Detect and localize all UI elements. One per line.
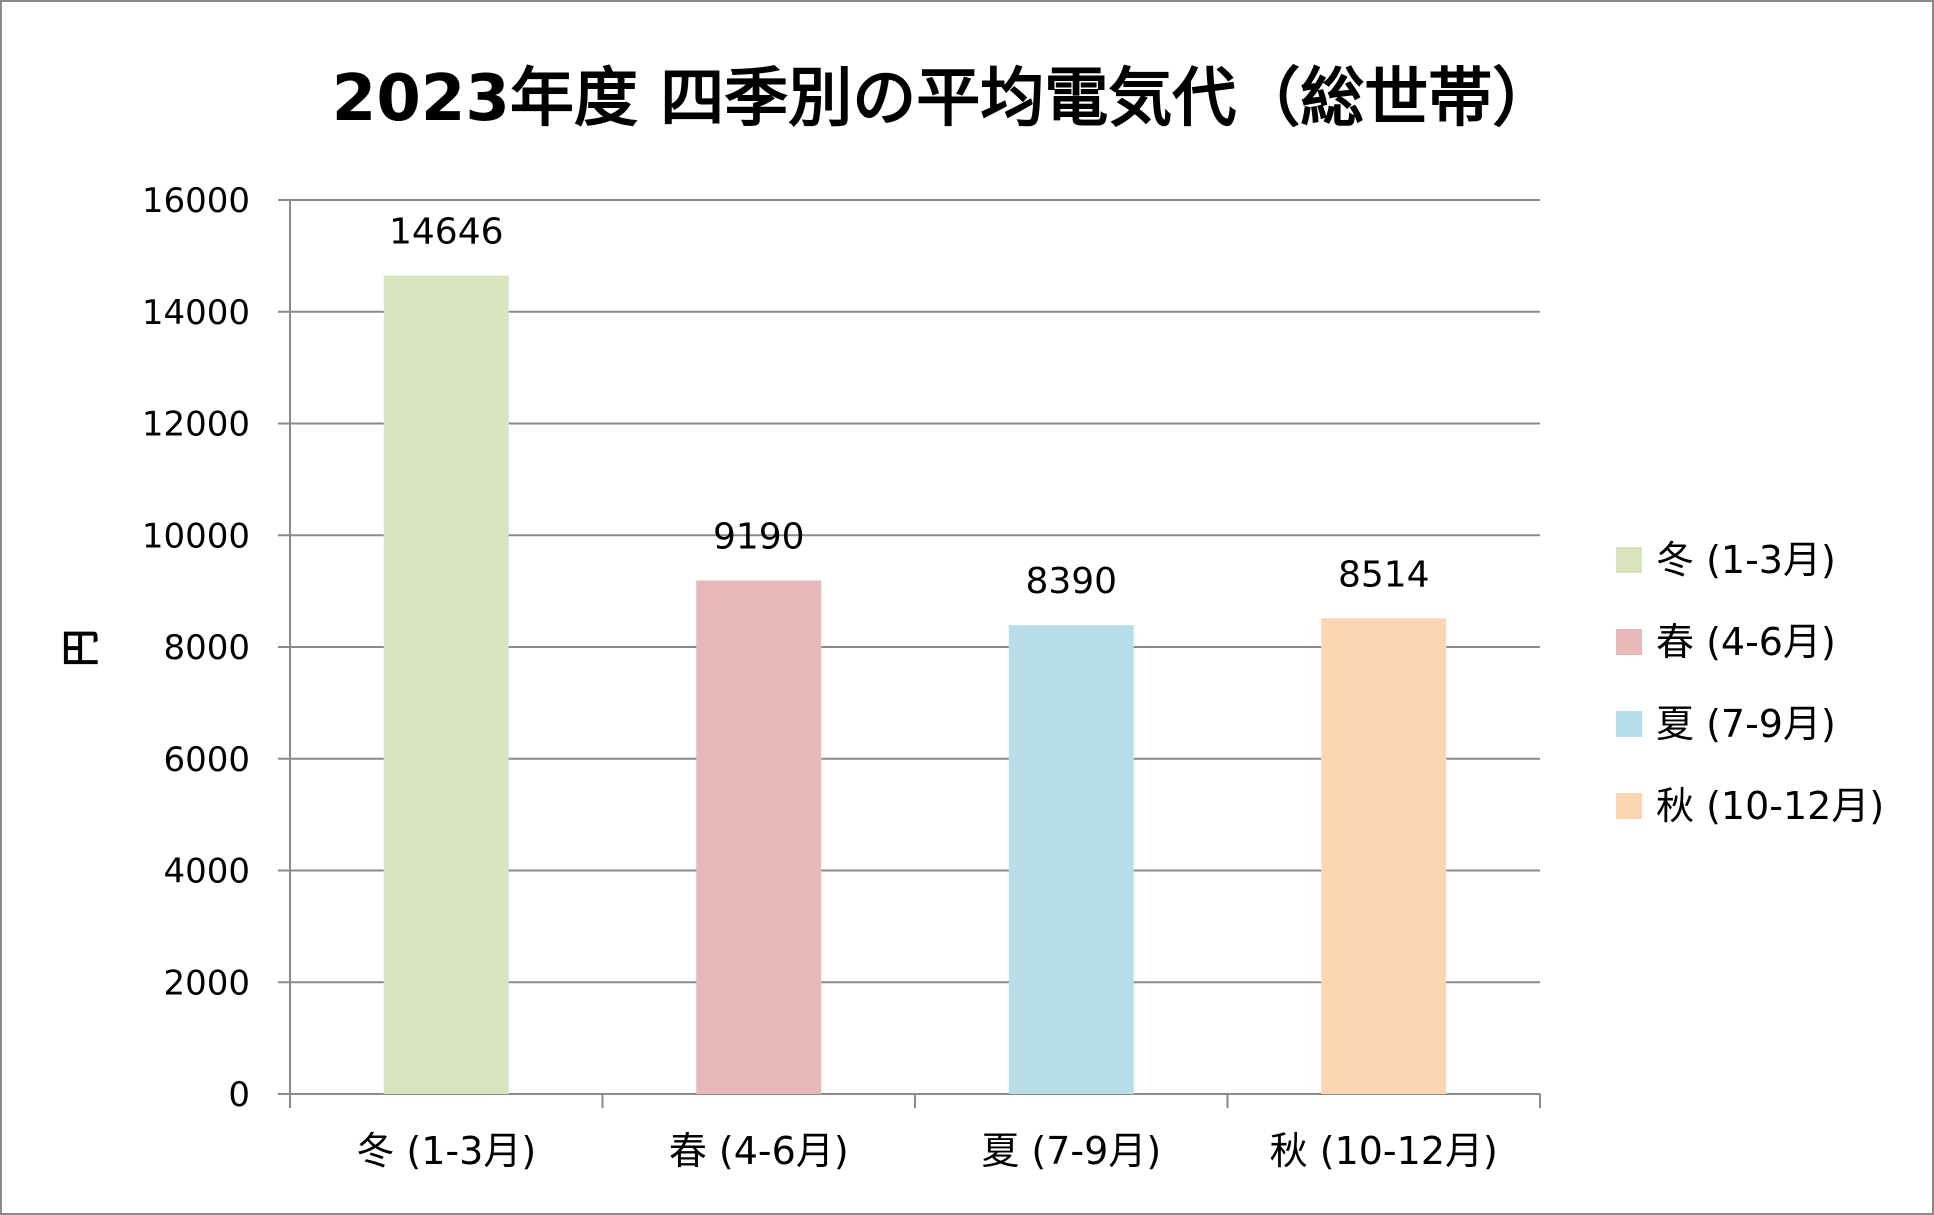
data-labels: 14646 9190 8390 8514	[389, 212, 1430, 603]
legend-swatch	[1616, 711, 1642, 737]
x-tick-label: 春 (4-6月)	[669, 1129, 849, 1173]
y-tick-label: 4000	[163, 852, 250, 892]
y-tick-label: 10000	[142, 516, 250, 556]
legend-label: 春 (4-6月)	[1656, 620, 1836, 664]
y-tick-label: 14000	[142, 293, 250, 333]
bar	[696, 580, 822, 1094]
legend-label: 夏 (7-9月)	[1656, 702, 1836, 746]
legend-swatch	[1616, 547, 1642, 573]
bar	[1321, 618, 1447, 1094]
data-label: 14646	[389, 212, 504, 253]
y-tick-label: 8000	[163, 628, 250, 668]
data-label: 8514	[1338, 554, 1430, 595]
legend-swatch	[1616, 793, 1642, 819]
bar	[383, 275, 509, 1094]
x-tick-label: 冬 (1-3月)	[356, 1129, 536, 1173]
legend-label: 秋 (10-12月)	[1656, 784, 1884, 828]
y-axis-label: 円	[59, 629, 103, 667]
y-tick-label: 2000	[163, 963, 250, 1003]
bar	[1008, 625, 1134, 1094]
data-label: 8390	[1025, 561, 1117, 602]
y-tick-label: 12000	[142, 405, 250, 445]
bars	[383, 275, 1447, 1094]
x-tick-label: 夏 (7-9月)	[981, 1129, 1161, 1173]
legend: 冬 (1-3月) 春 (4-6月) 夏 (7-9月) 秋 (10-12月)	[1616, 538, 1884, 828]
y-tick-label: 16000	[142, 181, 250, 221]
data-label: 9190	[713, 517, 805, 558]
x-tick-label: 秋 (10-12月)	[1270, 1129, 1498, 1173]
legend-swatch	[1616, 629, 1642, 655]
y-tick-label: 6000	[163, 740, 250, 780]
legend-label: 冬 (1-3月)	[1656, 538, 1836, 582]
y-tick-label: 0	[228, 1075, 250, 1115]
axes: 0 2000 4000 6000 8000 10000 12000 14000 16000 冬 (…	[142, 181, 1541, 1173]
chart-title: 2023年度 四季別の平均電気代（総世帯）	[332, 62, 1556, 136]
